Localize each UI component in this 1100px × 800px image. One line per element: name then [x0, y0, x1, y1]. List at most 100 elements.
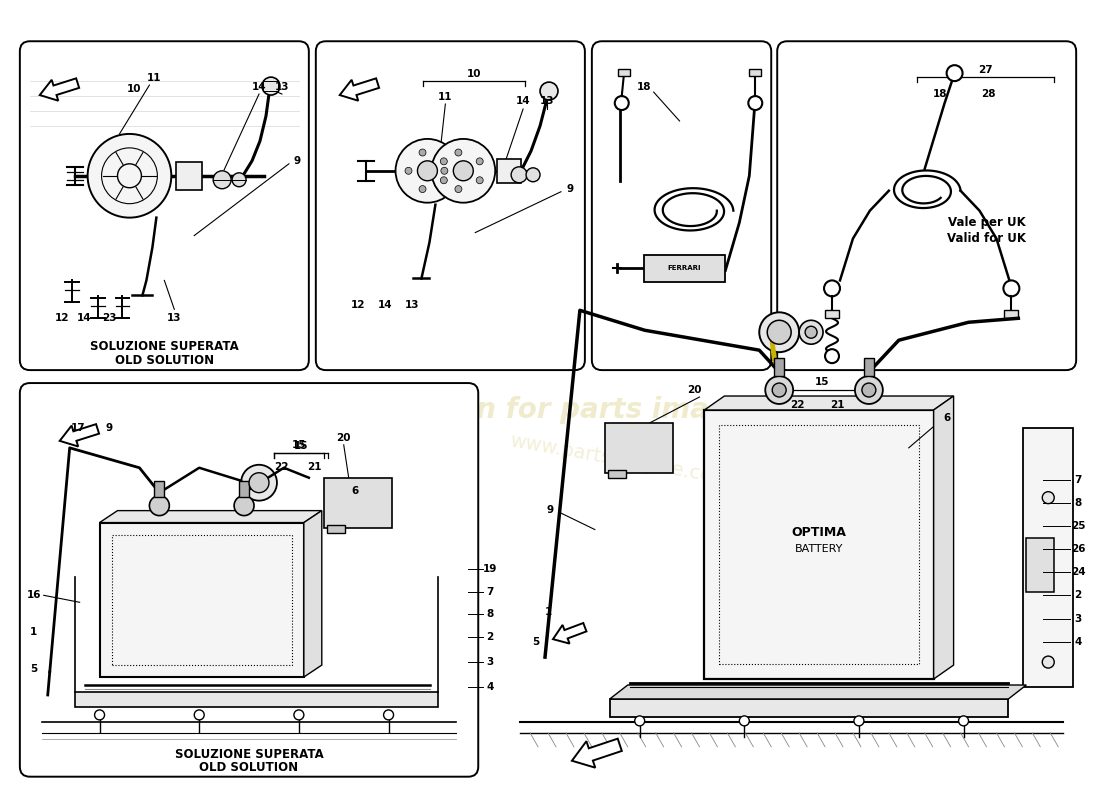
Circle shape	[440, 177, 448, 184]
Text: SOLUZIONE SUPERATA: SOLUZIONE SUPERATA	[90, 340, 239, 353]
Circle shape	[512, 167, 527, 182]
Text: 21: 21	[829, 400, 845, 410]
Text: BATTERY: BATTERY	[795, 545, 844, 554]
Text: 9: 9	[547, 505, 553, 514]
Text: 17: 17	[70, 423, 85, 433]
Circle shape	[739, 716, 749, 726]
Text: OLD SOLUTION: OLD SOLUTION	[114, 354, 213, 366]
Text: 15: 15	[815, 377, 829, 387]
Text: 19: 19	[483, 565, 497, 574]
Circle shape	[824, 281, 840, 296]
Circle shape	[150, 496, 169, 515]
Text: 20: 20	[337, 433, 351, 443]
Bar	[1004, 310, 1019, 318]
Text: 18: 18	[637, 82, 651, 92]
Circle shape	[805, 326, 817, 338]
Text: 12: 12	[55, 314, 69, 323]
Bar	[644, 254, 725, 282]
Circle shape	[241, 465, 277, 501]
Text: 4: 4	[486, 682, 494, 692]
Text: 2: 2	[486, 632, 494, 642]
Text: 10: 10	[468, 69, 482, 79]
Circle shape	[854, 716, 864, 726]
Circle shape	[262, 77, 279, 95]
Circle shape	[384, 710, 394, 720]
Circle shape	[213, 170, 231, 189]
FancyBboxPatch shape	[20, 383, 478, 777]
Bar	[100, 522, 304, 677]
Text: 1: 1	[30, 627, 37, 637]
Bar	[609, 699, 1009, 717]
FancyArrow shape	[553, 623, 586, 643]
Text: 13: 13	[540, 96, 554, 106]
Circle shape	[234, 496, 254, 515]
Polygon shape	[934, 396, 954, 679]
Text: 26: 26	[1071, 545, 1086, 554]
Circle shape	[947, 65, 962, 81]
Circle shape	[419, 186, 426, 193]
Text: 14: 14	[77, 314, 92, 323]
Text: 9: 9	[566, 184, 573, 194]
FancyBboxPatch shape	[20, 42, 309, 370]
Text: passion for parts images: passion for parts images	[376, 396, 764, 424]
Text: 9: 9	[294, 156, 300, 166]
Polygon shape	[304, 510, 322, 677]
Text: 21: 21	[308, 462, 322, 472]
Circle shape	[88, 134, 172, 218]
Text: OPTIMA: OPTIMA	[792, 526, 847, 539]
Text: 1: 1	[544, 607, 551, 618]
Circle shape	[1043, 656, 1054, 668]
Text: 6: 6	[351, 486, 359, 496]
Text: 11: 11	[147, 73, 162, 83]
Bar	[774, 358, 784, 376]
Bar	[618, 69, 629, 76]
Text: 13: 13	[405, 300, 420, 310]
Text: 9: 9	[106, 423, 113, 433]
Text: 27: 27	[978, 65, 993, 75]
Circle shape	[635, 716, 645, 726]
Polygon shape	[609, 685, 1026, 699]
Text: 2: 2	[1075, 590, 1081, 600]
Circle shape	[855, 376, 883, 404]
Bar	[864, 358, 873, 376]
Circle shape	[526, 168, 540, 182]
Circle shape	[431, 139, 495, 202]
Bar	[154, 481, 164, 497]
FancyArrow shape	[340, 78, 379, 101]
Text: 12: 12	[351, 300, 365, 310]
Bar	[719, 425, 918, 664]
Text: 10: 10	[128, 84, 142, 94]
Bar	[749, 69, 761, 76]
Text: 28: 28	[981, 89, 996, 99]
Text: 11: 11	[438, 92, 452, 102]
Circle shape	[1043, 492, 1054, 504]
Circle shape	[405, 167, 412, 174]
Text: 23: 23	[102, 314, 117, 323]
Text: 13: 13	[275, 82, 289, 92]
Text: Vale per UK: Vale per UK	[947, 216, 1025, 229]
Circle shape	[455, 186, 462, 193]
Circle shape	[249, 473, 270, 493]
Text: www.parts-engine.com: www.parts-engine.com	[508, 431, 732, 489]
Text: 20: 20	[688, 385, 702, 395]
Text: 7: 7	[1075, 474, 1081, 485]
Polygon shape	[704, 396, 954, 410]
Text: SOLUZIONE SUPERATA: SOLUZIONE SUPERATA	[175, 748, 323, 762]
Circle shape	[419, 149, 426, 156]
Text: 7: 7	[486, 587, 494, 598]
Bar	[825, 310, 839, 318]
Circle shape	[862, 383, 876, 397]
Text: 22: 22	[790, 400, 804, 410]
Text: 24: 24	[1070, 567, 1086, 578]
FancyBboxPatch shape	[316, 42, 585, 370]
Circle shape	[440, 158, 448, 165]
Circle shape	[232, 173, 246, 186]
Bar	[176, 162, 202, 190]
Circle shape	[476, 177, 483, 184]
Text: 25: 25	[1071, 521, 1086, 530]
Polygon shape	[75, 692, 439, 707]
Text: 15: 15	[292, 440, 306, 450]
Text: 3: 3	[1075, 614, 1081, 624]
Text: 8: 8	[486, 610, 494, 619]
Bar	[111, 534, 292, 665]
